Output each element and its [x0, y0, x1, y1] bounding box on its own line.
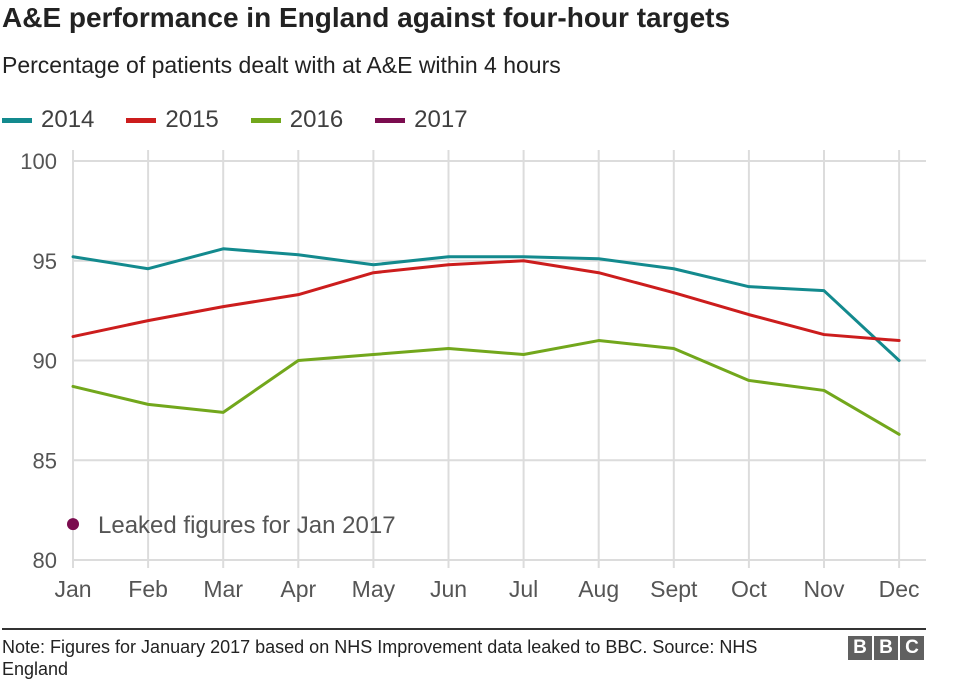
legend-swatch-2017: [375, 117, 406, 123]
series-line-2015: [71, 259, 901, 343]
footer-divider: [2, 628, 926, 630]
annotation: Leaked figures for Jan 2017: [67, 512, 396, 539]
bbc-logo-letter: B: [874, 636, 898, 660]
x-tick-label-mar: Mar: [203, 576, 243, 602]
legend-label-2016: 2016: [289, 106, 344, 133]
footer-note: Note: Figures for January 2017 based on …: [2, 637, 758, 679]
leaked-figure-dot: [67, 518, 79, 531]
x-tick-label-jan: Jan: [54, 576, 91, 602]
legend: 2014 2015 2016 2017: [2, 104, 500, 136]
x-tick-label-jul: Jul: [509, 576, 538, 602]
annotation-label: Leaked figures for Jan 2017: [98, 512, 396, 539]
x-tick-label-aug: Aug: [578, 576, 619, 602]
legend-label-2015: 2015: [165, 106, 219, 133]
y-tick-label-95: 95: [33, 249, 57, 274]
legend-item-2016: 2016: [250, 106, 344, 134]
grid: [72, 150, 926, 568]
x-tick-label-apr: Apr: [280, 576, 316, 602]
legend-swatch-2016: [250, 117, 281, 123]
y-tick-label-85: 85: [33, 448, 57, 473]
x-tick-label-jun: Jun: [430, 576, 467, 602]
x-tick-label-dec: Dec: [879, 576, 920, 602]
x-tick-label-may: May: [352, 576, 396, 602]
bbc-logo-letter: B: [848, 636, 872, 660]
x-tick-label-nov: Nov: [804, 576, 845, 602]
y-tick-label-80: 80: [33, 548, 57, 573]
legend-item-2015: 2015: [126, 106, 219, 134]
legend-label-2014: 2014: [41, 106, 95, 133]
line-chart: 80 85 90 95 100 Jan Feb Mar Apr May Jun Jul Aug Sept O…: [20, 149, 926, 602]
x-tick-label-oct: Oct: [731, 576, 767, 602]
bbc-logo-letter: C: [900, 636, 924, 660]
series-line-2014: [71, 247, 901, 362]
chart-title: A&E performance in England against four-…: [2, 2, 731, 33]
series-line-2016: [71, 339, 901, 436]
x-tick-label-feb: Feb: [128, 576, 168, 602]
y-tick-label-100: 100: [20, 149, 57, 174]
legend-swatch-2014: [2, 117, 32, 123]
x-tick-label-sept: Sept: [650, 576, 698, 602]
y-tick-label-90: 90: [33, 349, 57, 374]
legend-swatch-2015: [126, 117, 157, 123]
legend-label-2017: 2017: [414, 106, 468, 133]
series-lines: [71, 247, 901, 436]
bbc-logo: B B C: [846, 636, 924, 660]
chart-subtitle: Percentage of patients dealt with at A&E…: [2, 52, 561, 78]
axes: 80 85 90 95 100 Jan Feb Mar Apr May Jun Jul Aug Sept O…: [20, 149, 919, 602]
legend-item-2017: 2017: [375, 106, 468, 134]
legend-item-2014: 2014: [2, 106, 94, 134]
